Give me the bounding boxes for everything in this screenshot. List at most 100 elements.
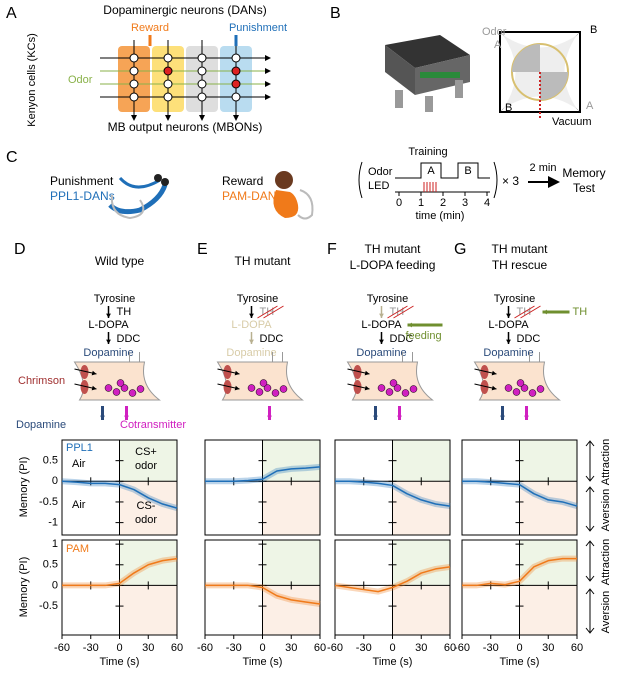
- ddc: DDC: [117, 333, 141, 345]
- vesicle: [116, 379, 125, 387]
- x-tick-label: -60: [454, 642, 470, 654]
- aversion-zone: [392, 585, 450, 635]
- aversion-zone: [519, 585, 577, 635]
- vesicle: [520, 384, 529, 392]
- b-b: B: [590, 24, 597, 36]
- x-tick-label: 0: [259, 642, 265, 654]
- y-tick-label: 0.5: [43, 559, 58, 571]
- vesicle: [120, 384, 129, 392]
- y-tick-label: 0: [52, 475, 58, 487]
- c-reward: Reward: [222, 174, 263, 188]
- attraction-zone: [119, 440, 177, 482]
- l-dopa: L-DOPA: [488, 319, 529, 331]
- dopamine: Dopamine: [83, 347, 133, 359]
- arrow-head: [407, 322, 412, 328]
- attraction-zone: [262, 540, 320, 586]
- trace: [205, 466, 321, 483]
- chrimson: [80, 380, 89, 394]
- ddc: DDC: [260, 333, 284, 345]
- tyrosine: Tyrosine: [494, 293, 536, 305]
- trace: [205, 584, 321, 605]
- odor-label: odor: [135, 460, 157, 472]
- panel-label: A: [6, 5, 17, 22]
- th: TH: [117, 306, 132, 318]
- aversion-zone: [119, 585, 177, 635]
- trace: [334, 566, 451, 593]
- arrow-head: [100, 415, 105, 420]
- x-tick-label: 30: [285, 642, 297, 654]
- y-tick-label: 0.5: [43, 455, 58, 467]
- chrimson: [353, 380, 362, 394]
- direction-arrows: [585, 440, 595, 634]
- vesicle: [504, 384, 513, 392]
- vesicle: [409, 385, 418, 393]
- cs-plus-label: CS+: [135, 446, 157, 458]
- vesicle: [104, 384, 113, 392]
- x-tick-label: -30: [483, 642, 499, 654]
- y-tick-label: 1: [52, 538, 58, 550]
- arrow-head: [91, 385, 97, 391]
- cell-cotransmitter: Cotransmitter: [120, 419, 186, 431]
- y-tick-label: -0.5: [39, 600, 58, 612]
- a-odor: Odor: [68, 74, 93, 86]
- a-grid: [100, 35, 271, 121]
- attraction-label: Attraction: [600, 439, 612, 485]
- th-cross: [514, 305, 541, 319]
- chrimson: [223, 380, 232, 394]
- vesicle: [259, 379, 268, 387]
- y-axis-label: Memory (PI): [18, 557, 30, 618]
- l-dopa: L-DOPA: [361, 319, 402, 331]
- attraction-zone: [519, 440, 577, 482]
- b-odor: Odor: [482, 26, 507, 38]
- arrow-head: [234, 385, 240, 391]
- aversion-zone: [262, 481, 320, 535]
- c-interval: 2 min: [530, 162, 557, 174]
- b-a: A: [586, 100, 594, 112]
- y-tick-label: 0: [52, 579, 58, 591]
- th-cross: [387, 305, 414, 319]
- c-odor: Odor: [368, 166, 393, 178]
- tyrosine: Tyrosine: [367, 293, 409, 305]
- x-tick-label: -30: [226, 642, 242, 654]
- x-tick-label: 0: [389, 642, 395, 654]
- arrow-head: [124, 415, 129, 420]
- x-tick-label: 0: [116, 642, 122, 654]
- vesicle: [377, 384, 386, 392]
- x-tick-label: -30: [83, 642, 99, 654]
- c-time-tick-label: 4: [484, 197, 490, 209]
- x-axis-label: Time (s): [373, 656, 413, 668]
- y-tick-label: -1: [48, 517, 58, 529]
- c-pam: PAM-DANs: [222, 189, 282, 203]
- x-tick-label: 30: [142, 642, 154, 654]
- arrow-head: [234, 370, 240, 376]
- cell-neck: [529, 352, 540, 362]
- ppl1-label: PPL1: [66, 442, 93, 454]
- panel-label: D: [14, 241, 26, 258]
- b-b: B: [505, 102, 512, 114]
- aversion-zone: [119, 481, 177, 535]
- chrimson: [80, 365, 89, 379]
- cell-neck: [272, 352, 283, 362]
- vesicle: [516, 379, 525, 387]
- aversion-label: Aversion: [600, 489, 612, 532]
- chrimson: [223, 365, 232, 379]
- odor-label: odor: [135, 514, 157, 526]
- a-punishment: Punishment: [229, 22, 287, 34]
- y-axis-label: Memory (PI): [18, 457, 30, 518]
- vesicle: [401, 389, 410, 397]
- c-time-tick-label: 0: [396, 197, 402, 209]
- c-b: B: [464, 165, 471, 177]
- vesicle: [136, 385, 145, 393]
- arrow-head: [364, 370, 370, 376]
- b-vacuum: Vacuum: [552, 116, 592, 128]
- arrow-head: [91, 370, 97, 376]
- ddc: DDC: [517, 333, 541, 345]
- cell-neck: [402, 352, 413, 362]
- x-axis-label: Time (s): [500, 656, 540, 668]
- arrow-head: [491, 385, 497, 391]
- x-tick-label: 60: [314, 642, 326, 654]
- attraction-zone: [392, 540, 450, 586]
- arrow-head: [364, 385, 370, 391]
- x-tick-label: 30: [542, 642, 554, 654]
- attraction-zone: [119, 540, 177, 586]
